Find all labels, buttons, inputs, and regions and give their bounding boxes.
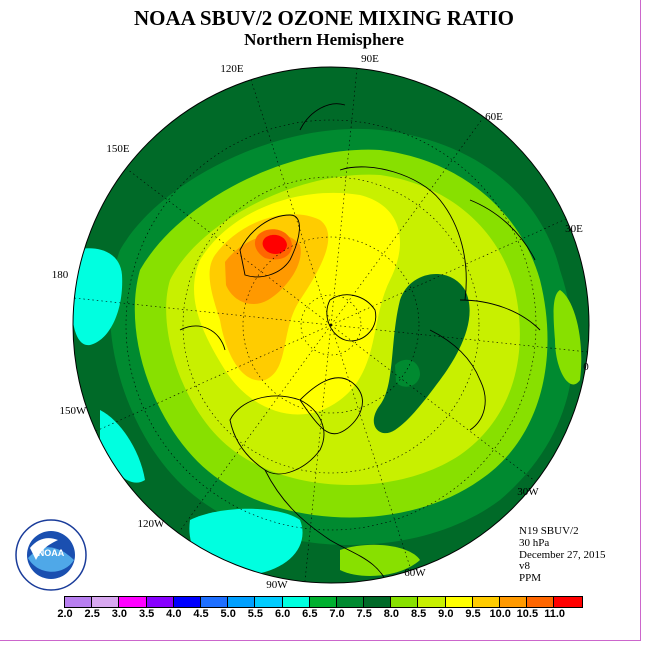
colorbar-label: 4.5	[193, 608, 209, 620]
field-vortex-core	[395, 359, 420, 387]
page-subtitle: Northern Hemisphere	[244, 30, 404, 49]
info-version: v8	[519, 560, 530, 573]
info-panel: N19 SBUV/2 30 hPa December 27, 2015 v8 P…	[519, 525, 606, 585]
colorbar-labels: 2.0 2.5 3.0 3.5 4.0 4.5 5.0 5.5 6.0 6.5 7.0 7.5 8.0 8…	[0, 608, 648, 622]
colorbar-segment	[228, 597, 256, 607]
colorbar-segment	[527, 597, 555, 607]
lon-label-120e: 120E	[220, 63, 244, 75]
lon-label-90w: 90W	[266, 579, 288, 591]
lon-label-30w: 30W	[517, 486, 539, 498]
colorbar-segment	[282, 597, 310, 607]
lon-label-60e: 60E	[485, 111, 503, 123]
colorbar-label: 6.0	[274, 608, 291, 620]
colorbar-segment	[391, 597, 419, 607]
lon-label-150w: 150W	[60, 405, 88, 417]
logo-text: NOAA	[38, 548, 65, 558]
colorbar-label: 8.0	[383, 608, 400, 620]
field-vortex	[373, 273, 470, 434]
info-satellite: N19 SBUV/2	[519, 525, 579, 537]
colorbar-segment	[445, 597, 473, 607]
map-boundary	[72, 66, 590, 584]
colorbar-segment	[173, 597, 201, 607]
colorbar	[64, 596, 583, 608]
colorbar-label: 10.0	[489, 608, 511, 620]
colorbar-label: 9.5	[465, 608, 481, 620]
colorbar-label: 6.5	[302, 608, 318, 620]
field-level-10.5	[262, 234, 287, 254]
info-date: December 27, 2015	[519, 548, 606, 561]
colorbar-segment	[200, 597, 229, 607]
colorbar-label: 2.0	[57, 608, 73, 620]
lon-label-60w: 60W	[404, 567, 426, 579]
lon-label-30e: 30E	[565, 223, 583, 235]
colorbar-segment	[554, 597, 582, 607]
colorbar-label: 7.5	[356, 608, 372, 620]
image-frame	[0, 0, 641, 641]
colorbar-segment	[255, 597, 283, 607]
colorbar-label: 9.0	[438, 608, 454, 620]
lon-label-120w: 120W	[138, 518, 166, 530]
field-level-7.5-south	[340, 544, 420, 576]
field-level-6.0-west	[73, 248, 123, 346]
lon-label-150e: 150E	[106, 143, 130, 155]
field-level-7.5-east	[553, 290, 582, 385]
colorbar-segment	[92, 597, 120, 607]
colorbar-label: 7.0	[329, 608, 345, 620]
coastlines	[179, 103, 541, 583]
colorbar-segment	[418, 597, 446, 607]
info-units: PPM	[519, 572, 542, 585]
page-title: NOAA SBUV/2 OZONE MIXING RATIO	[134, 6, 514, 30]
colorbar-label: 5.0	[220, 608, 236, 620]
colorbar-segment	[364, 597, 392, 607]
colorbar-label: 3.5	[138, 608, 155, 620]
colorbar-segment	[309, 597, 337, 607]
lon-label-90e: 90E	[361, 53, 379, 65]
graticule	[73, 68, 589, 582]
colorbar-segment	[336, 597, 365, 607]
lon-label-0: 0	[583, 361, 589, 373]
colorbar-segment	[500, 597, 528, 607]
colorbar-label: 5.5	[247, 608, 264, 620]
colorbar-segment	[472, 597, 500, 607]
info-level: 30 hPa	[519, 536, 550, 549]
colorbar-segment	[119, 597, 147, 607]
colorbar-label: 10.5	[516, 608, 539, 620]
lon-label-180: 180	[52, 269, 69, 281]
colorbar-segment	[65, 597, 93, 607]
noaa-logo: NOAA	[15, 519, 87, 591]
colorbar-label: 8.5	[410, 608, 427, 620]
colorbar-segment	[146, 597, 174, 607]
colorbar-label: 4.0	[166, 608, 182, 620]
colorbar-label: 11.0	[544, 608, 565, 620]
colorbar-label: 2.5	[84, 608, 100, 620]
ozone-field	[73, 67, 589, 583]
colorbar-label: 3.0	[111, 608, 128, 620]
